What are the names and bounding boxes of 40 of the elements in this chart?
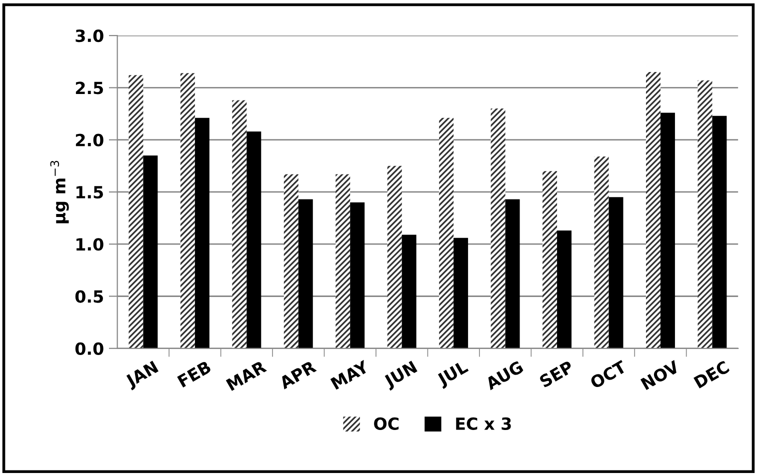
x-tick-label: APR (278, 360, 317, 390)
x-tick-label: OCT (589, 360, 628, 390)
y-tick-label: 0.5 (75, 290, 103, 303)
y-axis-title: µg m$^{−3}$ (50, 160, 69, 224)
bar (232, 100, 247, 348)
bar (439, 118, 454, 348)
bar (194, 118, 210, 348)
legend-label: OC (374, 417, 399, 430)
y-tick-label: 1.5 (76, 186, 103, 199)
bar (608, 197, 624, 348)
bar (557, 230, 572, 348)
bar (350, 202, 365, 348)
y-tick-label: 3.0 (76, 30, 104, 42)
legend-label: EC x 3 (456, 417, 511, 430)
x-tick-label: JUL (436, 360, 470, 389)
x-tick-label: FEB (177, 360, 212, 388)
y-tick-label: 2.5 (76, 82, 103, 94)
bar (646, 72, 660, 348)
bar (336, 174, 350, 348)
bar (454, 238, 468, 348)
bar (298, 199, 313, 348)
bar (246, 131, 262, 348)
bar (542, 171, 558, 348)
bar (594, 156, 609, 348)
y-tick-label: 1.0 (76, 238, 104, 251)
bar (180, 73, 195, 348)
bar (128, 75, 144, 348)
bar (402, 234, 416, 348)
bar (387, 166, 402, 348)
bar (505, 199, 520, 348)
x-tick-label: DEC (693, 360, 730, 389)
bar (698, 80, 712, 348)
bar (284, 174, 298, 348)
bar (490, 108, 506, 348)
y-tick-label: 2.0 (76, 134, 104, 146)
bar (143, 155, 158, 348)
x-tick-label: SEP (538, 360, 574, 388)
bar (660, 112, 675, 348)
y-tick-label: 0.0 (75, 342, 104, 355)
bar (712, 116, 727, 348)
